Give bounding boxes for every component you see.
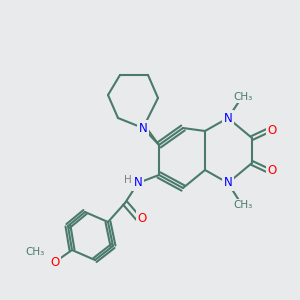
Text: O: O <box>267 124 277 137</box>
Text: O: O <box>137 212 147 224</box>
Text: CH₃: CH₃ <box>233 200 253 210</box>
Text: N: N <box>139 122 147 134</box>
Text: CH₃: CH₃ <box>26 247 45 257</box>
Text: CH₃: CH₃ <box>233 92 253 102</box>
Text: N: N <box>224 112 232 124</box>
Text: N: N <box>134 176 142 190</box>
Text: O: O <box>267 164 277 176</box>
Text: H: H <box>124 175 132 185</box>
Text: N: N <box>224 176 232 190</box>
Text: O: O <box>50 256 60 268</box>
